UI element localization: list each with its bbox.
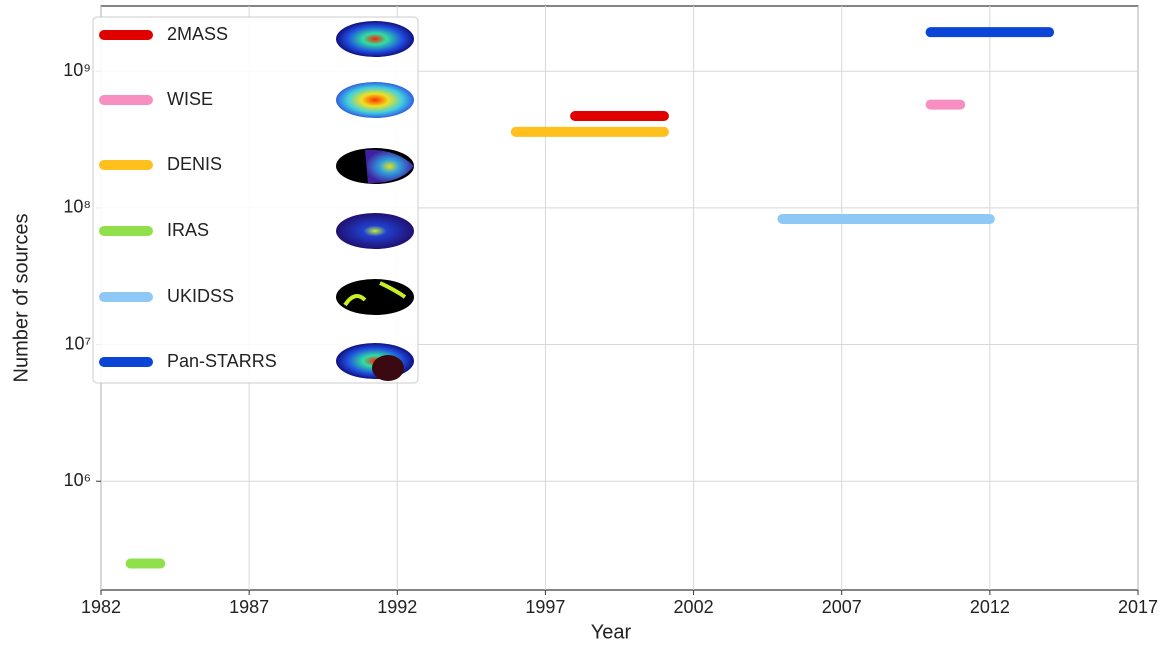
x-axis-label: Year (591, 621, 632, 643)
x-tick-label: 2002 (674, 597, 714, 617)
legend-label: 2MASS (167, 24, 228, 44)
legend-label: DENIS (167, 154, 222, 174)
sky-map-part (372, 355, 404, 381)
sky-map (336, 82, 414, 118)
legend: 2MASS WISE DENIS IRAS UKIDSS Pan-STARRS (93, 17, 418, 383)
x-tick-label: 1992 (377, 597, 417, 617)
y-axis-label: Number of sources (10, 214, 32, 383)
y-tick-label: 10⁹ (63, 60, 91, 80)
legend-label: Pan-STARRS (167, 351, 277, 371)
chart: 1982 1987 1992 1997 2002 2007 2012 2017 10⁶ 10⁷ 10… (0, 0, 1171, 648)
legend-label: WISE (167, 89, 213, 109)
sky-map (336, 213, 414, 249)
legend-box (93, 17, 418, 383)
x-tick-label: 2012 (970, 597, 1010, 617)
legend-label: IRAS (167, 220, 209, 240)
sky-map (336, 21, 414, 57)
x-tick-label: 2007 (822, 597, 862, 617)
x-tick-label: 1982 (81, 597, 121, 617)
x-tick-label: 2017 (1118, 597, 1158, 617)
y-tick-label: 10⁷ (64, 333, 91, 353)
legend-label: UKIDSS (167, 286, 234, 306)
y-tick-label: 10⁸ (63, 197, 91, 217)
x-tick-label: 1987 (229, 597, 269, 617)
x-tick-label: 1997 (525, 597, 565, 617)
y-tick-label: 10⁶ (64, 470, 91, 490)
